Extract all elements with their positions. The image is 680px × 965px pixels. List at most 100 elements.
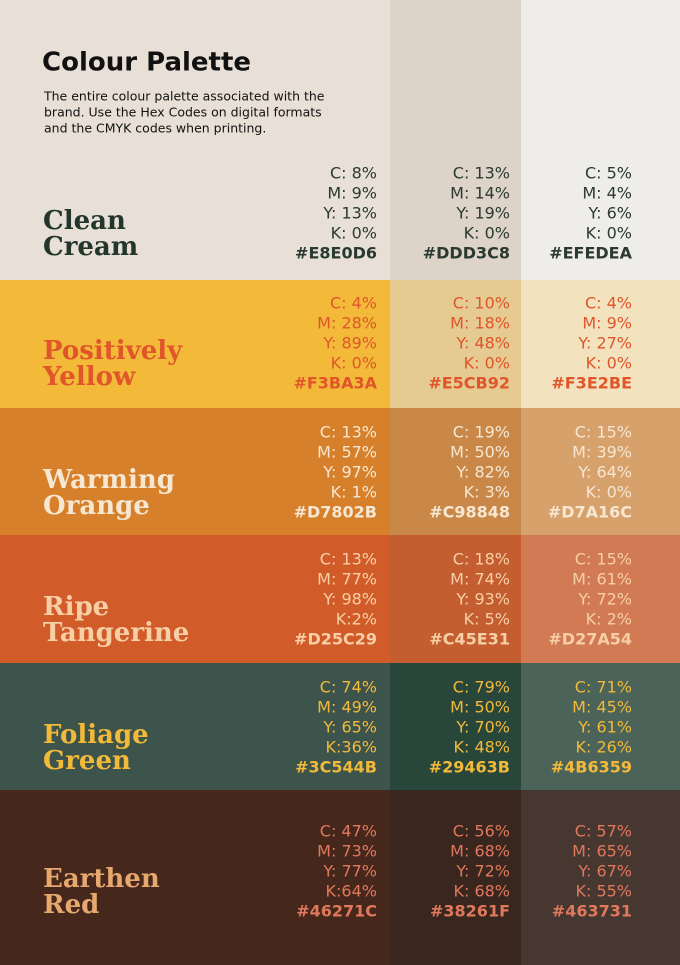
cmyk-value: Y: 72% (577, 590, 632, 609)
hex-code: #F3BA3A (293, 374, 377, 393)
swatch (390, 663, 521, 790)
swatch (0, 280, 390, 408)
swatch (521, 280, 680, 408)
cmyk-value: Y: 89% (322, 334, 377, 353)
cmyk-value: K: 0% (331, 224, 377, 243)
cmyk-value: M: 14% (450, 184, 510, 203)
palette-name: Green (43, 746, 131, 776)
cmyk-value: K: 0% (586, 354, 632, 373)
cmyk-value: Y: 67% (577, 862, 632, 881)
description: brand. Use the Hex Codes on digital form… (44, 105, 322, 120)
hex-code: #3C544B (295, 758, 377, 777)
cmyk-value: C: 74% (320, 678, 377, 697)
palette-name: Warming (42, 465, 175, 495)
cmyk-value: K: 0% (586, 224, 632, 243)
hex-code: #E5CB92 (428, 374, 510, 393)
cmyk-value: C: 15% (575, 550, 632, 569)
palette-name: Positively (43, 336, 183, 366)
palette-name: Orange (43, 491, 150, 521)
cmyk-value: K: 1% (331, 483, 377, 502)
cmyk-value: K: 2% (586, 610, 632, 629)
hex-code: #4B6359 (551, 758, 632, 777)
cmyk-value: Y: 72% (455, 862, 510, 881)
swatch (390, 535, 521, 663)
swatch (521, 408, 680, 535)
cmyk-value: Y: 64% (577, 463, 632, 482)
swatch (521, 790, 680, 965)
cmyk-value: M: 50% (450, 443, 510, 462)
cmyk-value: C: 47% (320, 822, 377, 841)
swatch (0, 408, 390, 535)
cmyk-value: K: 0% (586, 483, 632, 502)
palette-name: Yellow (42, 362, 136, 392)
cmyk-value: K: 68% (453, 882, 510, 901)
cmyk-value: M: 50% (450, 698, 510, 717)
palette-name: Tangerine (43, 618, 189, 648)
cmyk-value: M: 77% (317, 570, 377, 589)
cmyk-value: C: 4% (330, 294, 377, 313)
cmyk-value: M: 74% (450, 570, 510, 589)
cmyk-value: C: 4% (585, 294, 632, 313)
cmyk-value: K: 0% (331, 354, 377, 373)
cmyk-value: M: 28% (317, 314, 377, 333)
cmyk-value: Y: 82% (455, 463, 510, 482)
cmyk-value: C: 13% (320, 550, 377, 569)
cmyk-value: C: 71% (575, 678, 632, 697)
palette-name: Clean (43, 206, 126, 236)
swatch (0, 663, 390, 790)
cmyk-value: M: 61% (572, 570, 632, 589)
cmyk-value: M: 65% (572, 842, 632, 861)
cmyk-value: C: 13% (453, 164, 510, 183)
cmyk-value: C: 57% (575, 822, 632, 841)
hex-code: #D25C29 (294, 630, 377, 649)
cmyk-value: M: 4% (582, 184, 632, 203)
swatch (390, 0, 521, 280)
swatch (390, 280, 521, 408)
cmyk-value: C: 10% (453, 294, 510, 313)
hex-code: #D7802B (294, 503, 377, 522)
cmyk-value: Y: 70% (455, 718, 510, 737)
cmyk-value: K: 3% (464, 483, 510, 502)
cmyk-value: C: 8% (330, 164, 377, 183)
cmyk-value: C: 56% (453, 822, 510, 841)
cmyk-value: M: 9% (582, 314, 632, 333)
cmyk-value: K: 26% (575, 738, 632, 757)
cmyk-value: Y: 98% (322, 590, 377, 609)
cmyk-value: C: 15% (575, 423, 632, 442)
page-title: Colour Palette (42, 48, 251, 78)
hex-code: #C45E31 (429, 630, 510, 649)
palette-name: Earthen (43, 864, 160, 894)
description: The entire colour palette associated wit… (43, 89, 325, 104)
cmyk-value: Y: 65% (322, 718, 377, 737)
hex-code: #D27A54 (548, 630, 632, 649)
hex-code: #E8E0D6 (295, 244, 377, 263)
cmyk-value: M: 68% (450, 842, 510, 861)
swatch (521, 663, 680, 790)
cmyk-value: K: 55% (575, 882, 632, 901)
swatch (0, 535, 390, 663)
cmyk-value: Y: 48% (455, 334, 510, 353)
cmyk-value: C: 13% (320, 423, 377, 442)
palette-name: Ripe (43, 592, 109, 622)
swatch (0, 790, 390, 965)
cmyk-value: M: 73% (317, 842, 377, 861)
cmyk-value: C: 5% (585, 164, 632, 183)
cmyk-value: Y: 61% (577, 718, 632, 737)
swatch (390, 408, 521, 535)
cmyk-value: C: 79% (453, 678, 510, 697)
hex-code: #EFEDEA (549, 244, 632, 263)
hex-code: #38261F (430, 902, 510, 921)
cmyk-value: M: 49% (317, 698, 377, 717)
cmyk-value: M: 18% (450, 314, 510, 333)
swatch (0, 0, 390, 280)
hex-code: #463731 (552, 902, 632, 921)
cmyk-value: Y: 13% (322, 204, 377, 223)
cmyk-value: M: 9% (327, 184, 377, 203)
palette-name: Cream (43, 232, 138, 262)
cmyk-value: C: 19% (453, 423, 510, 442)
cmyk-value: K: 0% (464, 224, 510, 243)
cmyk-value: Y: 97% (322, 463, 377, 482)
cmyk-value: Y: 93% (455, 590, 510, 609)
